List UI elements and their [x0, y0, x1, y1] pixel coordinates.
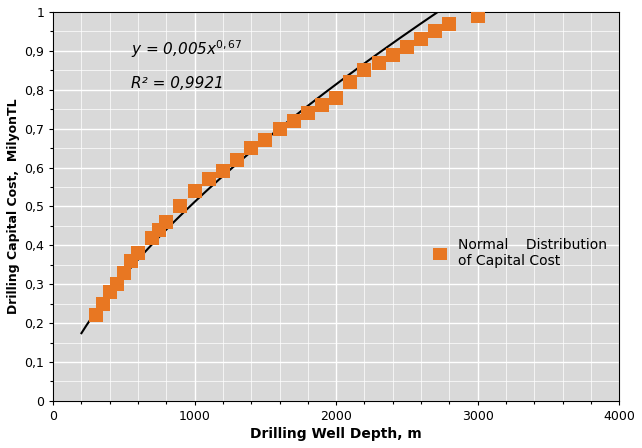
Point	[331, 94, 342, 101]
Point	[161, 218, 171, 225]
Point	[260, 137, 270, 144]
Point	[388, 51, 398, 58]
Point	[360, 67, 370, 74]
Point	[218, 168, 228, 175]
Point	[91, 312, 101, 319]
Point	[345, 78, 356, 86]
Legend: Normal    Distribution
of Capital Cost: Normal Distribution of Capital Cost	[427, 233, 612, 274]
X-axis label: Drilling Well Depth, m: Drilling Well Depth, m	[250, 427, 422, 441]
Point	[246, 145, 256, 152]
Point	[204, 176, 214, 183]
Point	[374, 59, 384, 66]
Point	[473, 12, 483, 19]
Point	[288, 117, 299, 125]
Text: y = 0,005x$^{0,67}$: y = 0,005x$^{0,67}$	[131, 38, 243, 60]
Point	[317, 102, 327, 109]
Point	[119, 269, 129, 276]
Point	[402, 43, 412, 51]
Text: R² = 0,9921: R² = 0,9921	[131, 76, 224, 91]
Y-axis label: Drilling Capital Cost,  MilyonTL: Drilling Capital Cost, MilyonTL	[7, 99, 20, 314]
Point	[126, 257, 136, 264]
Point	[98, 300, 108, 307]
Point	[133, 250, 143, 257]
Point	[416, 35, 426, 43]
Point	[154, 226, 164, 233]
Point	[232, 156, 242, 164]
Point	[175, 203, 186, 210]
Point	[112, 280, 122, 288]
Point	[302, 109, 313, 116]
Point	[444, 20, 455, 27]
Point	[105, 289, 115, 296]
Point	[189, 187, 200, 194]
Point	[147, 234, 157, 241]
Point	[430, 28, 440, 35]
Point	[274, 125, 284, 132]
